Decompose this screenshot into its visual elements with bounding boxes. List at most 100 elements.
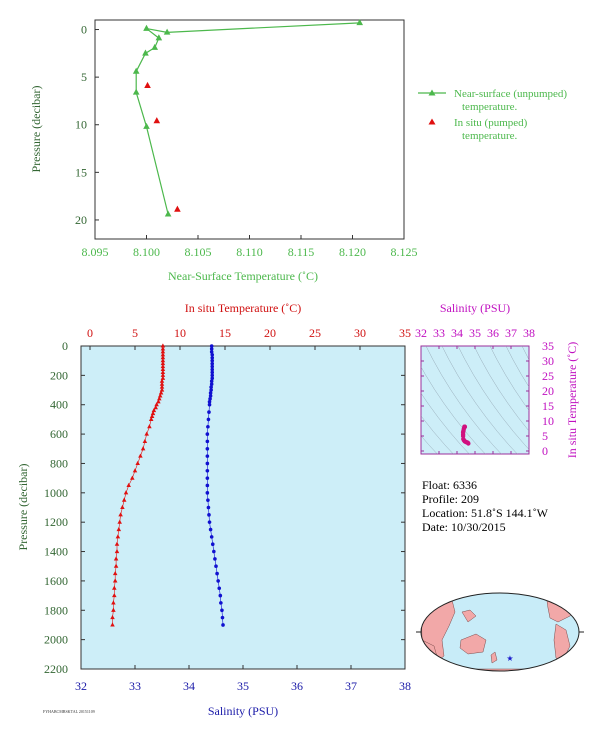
salinity-profile-point xyxy=(210,358,215,363)
float-position-marker: ★ xyxy=(506,654,513,663)
salinity-profile-point xyxy=(217,586,222,591)
temperature-profile-point xyxy=(111,607,116,612)
salinity-profile-point xyxy=(212,549,216,554)
map-land-new-zealand xyxy=(490,651,498,664)
map-land-indonesia xyxy=(461,609,477,623)
density-contour-line xyxy=(425,346,502,454)
ts-y-tick-label: 30 xyxy=(542,354,554,368)
salinity-profile-point xyxy=(220,608,224,613)
temperature-profile-point xyxy=(114,541,120,546)
temperature-profile-point xyxy=(160,366,166,372)
density-contour-line xyxy=(441,346,518,454)
temperature-profile-point xyxy=(126,482,131,488)
near-surface-x-axis-label: Near-Surface Temperature (˚C) xyxy=(168,269,318,283)
temperature-profile-point xyxy=(160,361,166,366)
salinity-profile-point xyxy=(215,571,219,576)
salinity-profile-point xyxy=(206,505,211,510)
unpumped-temperature-point xyxy=(143,24,150,31)
temperature-profile-point xyxy=(120,504,125,510)
pressure-tick-label: 1600 xyxy=(44,574,68,588)
pressure-tick-label: 2200 xyxy=(44,662,68,676)
density-contours xyxy=(421,346,529,454)
pumped-temperature-point xyxy=(144,81,151,88)
map-ocean xyxy=(421,593,579,671)
near-surface-chart: 8.095 8.100 8.105 8.110 8.115 8.120 8.125 0 5 10 1… xyxy=(29,19,567,283)
profile-number: Profile: 209 xyxy=(422,492,479,506)
density-contour-line xyxy=(505,346,529,388)
temperature-profile-point xyxy=(159,381,165,386)
salinity-profile-point xyxy=(205,468,210,473)
salinity-profile-point xyxy=(209,350,214,354)
temperature-profile-point xyxy=(111,600,116,605)
salinity-profile-point xyxy=(208,527,213,532)
temperature-profile-point xyxy=(147,424,152,429)
salinity-profile-point xyxy=(207,513,211,517)
unpumped-temperature-point xyxy=(132,67,140,74)
temperature-profile-point xyxy=(153,405,158,410)
temperature-profile-point xyxy=(158,390,164,395)
near-surface-y-tick-label: 0 xyxy=(81,23,87,37)
float-info: Float: 6336 Profile: 209 Location: 51.8˚… xyxy=(422,478,549,534)
pressure-tick-label: 1800 xyxy=(44,603,68,617)
pressure-tick-label: 1400 xyxy=(44,545,68,559)
pressure-tick-label: 1200 xyxy=(44,515,68,529)
temperature-profile-point xyxy=(149,413,155,419)
salinity-profile-point xyxy=(205,483,210,488)
near-surface-y-tick-label: 15 xyxy=(75,165,87,179)
near-surface-x-tick-label: 8.115 xyxy=(288,245,315,259)
temperature-tick-label: 15 xyxy=(219,326,231,340)
salinity-profile-point xyxy=(216,579,220,583)
salinity-profile-point xyxy=(207,520,212,524)
salinity-profile-point xyxy=(205,439,210,444)
temperature-profile-point xyxy=(112,570,118,576)
temperature-profile-point xyxy=(157,396,162,401)
float-location: Location: 51.8˚S 144.1˚W xyxy=(422,506,549,520)
temperature-profile-point xyxy=(115,534,121,539)
location-map: ★ xyxy=(416,592,584,672)
salinity-profile-point xyxy=(209,385,213,389)
temperature-profile-point xyxy=(148,416,154,421)
near-surface-y-tick-label: 5 xyxy=(81,70,87,84)
salinity-profile-point xyxy=(210,373,215,378)
pressure-tick-label: 200 xyxy=(50,368,68,382)
salinity-profile-point xyxy=(207,399,212,404)
ts-x-tick-label: 36 xyxy=(487,326,499,340)
salinity-tick-label: 36 xyxy=(291,679,303,693)
salinity-profile-point xyxy=(208,397,212,401)
temperature-profile-point xyxy=(160,358,166,363)
salinity-profile-point xyxy=(205,476,210,480)
temperature-profile-point xyxy=(117,519,122,524)
salinity-tick-label: 33 xyxy=(129,679,141,693)
salinity-profile-point xyxy=(208,391,213,395)
salinity-profile-point xyxy=(209,379,214,384)
salinity-profile-point xyxy=(209,388,213,392)
map-land-australia xyxy=(459,633,487,655)
density-contour-line xyxy=(421,392,470,454)
temperature-profile-point xyxy=(160,346,166,351)
pressure-tick-label: 400 xyxy=(50,398,68,412)
ts-y-tick-label: 10 xyxy=(542,414,554,428)
density-contour-line xyxy=(521,346,529,361)
near-surface-legend: Near-surface (unpumped) temperature. In … xyxy=(418,88,567,142)
ts-x-tick-label: 34 xyxy=(451,326,463,340)
salinity-axis-label: Salinity (PSU) xyxy=(208,704,278,718)
temperature-profile-point xyxy=(159,378,165,383)
density-contour-line xyxy=(489,346,529,411)
temperature-profile-point xyxy=(138,453,143,458)
salinity-profile-point xyxy=(209,344,214,348)
salinity-tick-label: 37 xyxy=(345,679,357,693)
salinity-profile-point xyxy=(210,353,215,357)
temperature-profile-point xyxy=(110,615,115,620)
salinity-profile-point xyxy=(208,394,213,398)
temperature-profile-point xyxy=(112,592,117,598)
temperature-tick-label: 5 xyxy=(132,326,138,340)
pumped-temperature-point xyxy=(153,117,161,124)
temperature-profile-point xyxy=(132,468,138,473)
ts-y-tick-label: 15 xyxy=(542,399,554,413)
salinity-profile-point xyxy=(206,498,210,502)
ts-x-axis-label: Salinity (PSU) xyxy=(440,301,510,315)
near-surface-x-tick-label: 8.125 xyxy=(391,245,418,259)
legend-label-pumped-1: In situ (pumped) xyxy=(454,117,528,129)
legend-marker-pumped xyxy=(428,118,436,125)
